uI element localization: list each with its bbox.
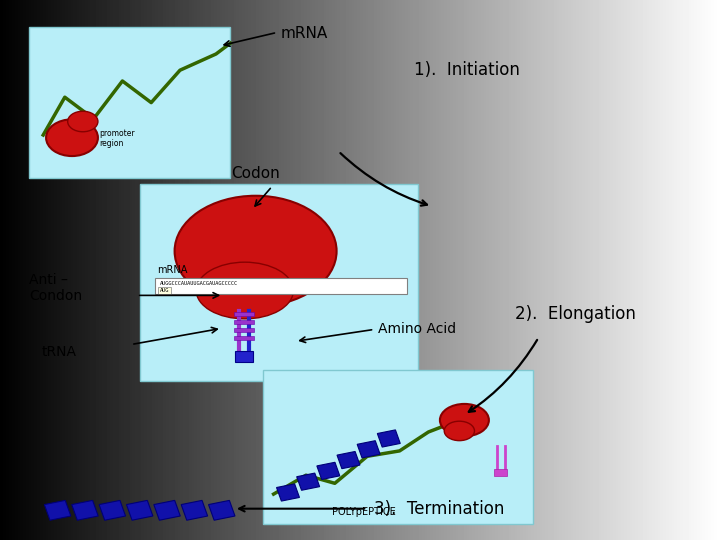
Text: mRNA: mRNA [281, 26, 328, 41]
Text: Codon: Codon [231, 166, 280, 181]
Text: mRNA: mRNA [157, 265, 187, 275]
Polygon shape [181, 501, 207, 520]
FancyBboxPatch shape [29, 27, 230, 178]
Polygon shape [357, 441, 380, 458]
Ellipse shape [46, 119, 98, 156]
FancyBboxPatch shape [263, 370, 533, 524]
Text: Amino Acid: Amino Acid [378, 322, 456, 336]
Text: promoter
region: promoter region [99, 129, 135, 148]
Text: POLYpEPTICE: POLYpEPTICE [332, 507, 395, 517]
Polygon shape [337, 451, 360, 469]
Text: 3).  Termination: 3). Termination [374, 500, 505, 518]
Ellipse shape [444, 421, 474, 441]
Polygon shape [297, 473, 320, 490]
Text: AUGGCCCAUAUUGACGAUAGCCCCC: AUGGCCCAUAUUGACGAUAGCCCCC [160, 281, 238, 286]
Polygon shape [377, 430, 400, 447]
Ellipse shape [174, 195, 337, 306]
Text: tRNA: tRNA [42, 345, 77, 359]
Ellipse shape [68, 111, 98, 132]
Polygon shape [72, 501, 98, 520]
Polygon shape [276, 484, 300, 501]
Ellipse shape [196, 262, 294, 319]
FancyBboxPatch shape [494, 469, 507, 476]
Polygon shape [45, 501, 71, 520]
FancyBboxPatch shape [234, 336, 254, 340]
Text: AUG: AUG [160, 288, 169, 293]
FancyBboxPatch shape [155, 278, 407, 294]
FancyBboxPatch shape [235, 351, 253, 362]
FancyBboxPatch shape [234, 320, 254, 324]
FancyBboxPatch shape [234, 312, 254, 316]
Text: Anti –
Condon: Anti – Condon [29, 273, 82, 303]
Text: 1).  Initiation: 1). Initiation [414, 61, 520, 79]
Polygon shape [127, 501, 153, 520]
Polygon shape [154, 501, 180, 520]
Polygon shape [99, 501, 125, 520]
Polygon shape [209, 501, 235, 520]
FancyBboxPatch shape [234, 328, 254, 332]
FancyBboxPatch shape [140, 184, 418, 381]
Polygon shape [317, 462, 340, 480]
Text: 2).  Elongation: 2). Elongation [515, 305, 636, 323]
Ellipse shape [440, 404, 489, 436]
